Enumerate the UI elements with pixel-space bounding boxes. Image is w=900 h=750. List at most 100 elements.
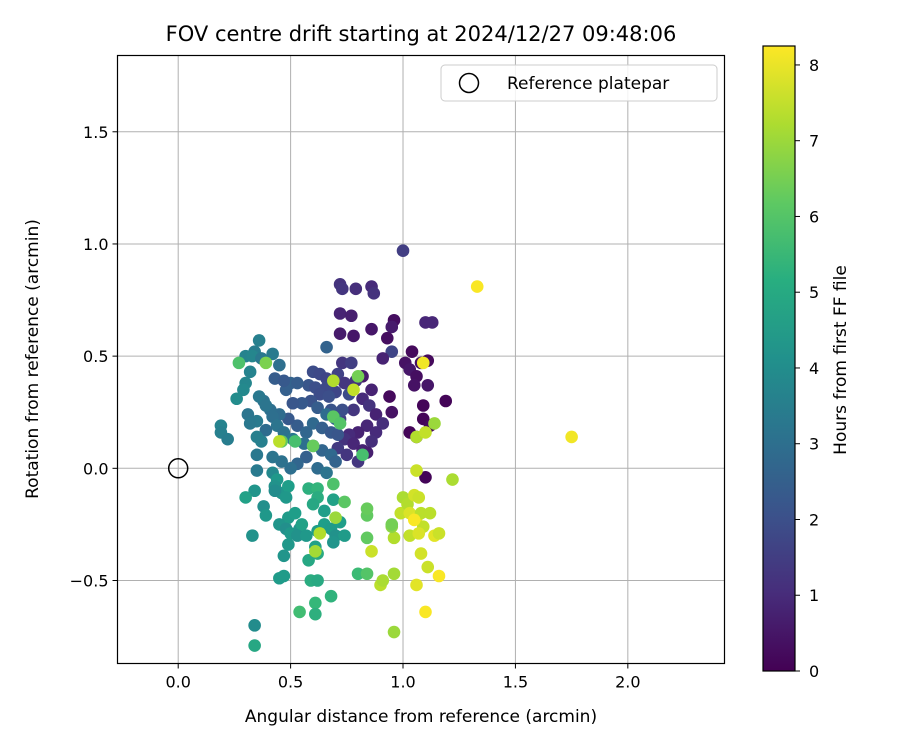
data-point [273,358,286,372]
data-point [414,547,428,560]
data-point [282,479,295,493]
data-point [300,450,313,464]
data-point [273,435,286,448]
data-point [338,376,351,390]
data-point [255,435,268,448]
data-point [300,426,313,439]
data-point [360,419,374,432]
colorbar-tick-label: 8 [809,56,819,75]
legend: Reference platepar [440,64,718,102]
data-point [345,309,358,323]
colorbar-label: Hours from first FF file [831,265,851,455]
data-point [313,527,327,540]
data-point [419,426,432,439]
data-point [347,437,360,450]
data-point [385,320,399,334]
x-axis-ticks: 0.0 0.5 1.0 1.5 2.0 [165,663,641,692]
data-point [232,356,246,370]
data-point [416,356,430,370]
data-point [291,376,304,390]
data-point [351,567,365,581]
data-point [268,484,282,498]
colorbar: 0 1 2 3 4 5 6 7 8 Hours from first FF file [762,45,851,681]
chart-title: FOV centre drift starting at 2024/12/27 … [166,22,677,46]
data-point [423,506,437,520]
data-point [419,470,432,484]
reference-point [167,458,189,479]
data-point [376,352,390,365]
data-point [394,506,408,520]
data-point [421,560,435,574]
reference-marker [167,458,189,479]
y-tick-label: −0.5 [70,571,109,590]
colorbar-tick-label: 2 [809,510,819,529]
data-point [362,399,376,412]
data-point [239,491,252,504]
data-point [365,545,378,558]
data-point [302,482,315,495]
data-point [279,491,293,504]
x-tick-label: 0.5 [278,673,303,692]
data-point [405,345,419,358]
data-point [470,280,484,293]
y-axis-label: Rotation from reference (arcmin) [23,219,43,499]
data-point [248,484,261,498]
data-points [214,244,578,652]
data-point [322,390,336,403]
data-point [230,392,243,406]
data-point [277,549,291,563]
data-point [243,365,257,379]
data-point [311,401,324,415]
colorbar-tick-label: 0 [809,662,819,681]
y-tick-label: 0.5 [83,347,108,366]
data-point [221,432,234,446]
data-point [439,394,453,408]
data-point [320,340,333,354]
colorbar-tick-label: 3 [809,435,819,454]
data-point [291,419,304,432]
data-point [383,390,396,403]
data-point [306,439,320,453]
data-point [360,502,374,515]
data-point [329,455,342,468]
data-point [347,329,360,343]
data-point [284,462,297,475]
legend-entry: Reference platepar [507,74,669,94]
data-point [380,331,394,345]
data-point [565,430,578,444]
data-point [282,538,295,551]
data-point [311,482,324,495]
data-point [309,607,322,621]
data-point [432,527,446,540]
colorbar-ticks: 0 1 2 3 4 5 6 7 8 [795,56,819,681]
x-tick-label: 1.5 [503,673,528,692]
data-point [324,589,338,603]
data-point [277,569,291,583]
data-point [318,504,331,518]
data-point [338,495,351,509]
data-point [333,307,347,320]
data-point [385,345,399,358]
y-axis-ticks: −0.5 0.0 0.5 1.0 1.5 [70,123,118,590]
data-point [410,464,423,477]
y-tick-label: 0.0 [83,459,108,478]
data-point [432,569,446,583]
data-point [356,448,369,462]
grid-lines [117,55,725,664]
colorbar-tick-label: 4 [809,359,819,378]
data-point [419,605,432,619]
data-point [288,506,302,520]
data-point [293,605,306,619]
data-point [369,408,383,421]
data-point [410,578,423,592]
colorbar-tick-label: 5 [809,283,819,302]
data-point [407,379,421,392]
data-point [252,334,266,347]
colorbar-gradient [763,46,795,671]
data-point [347,383,360,397]
colorbar-frame [762,45,796,672]
data-point [333,327,347,340]
data-point [246,529,259,542]
data-point [360,531,374,545]
